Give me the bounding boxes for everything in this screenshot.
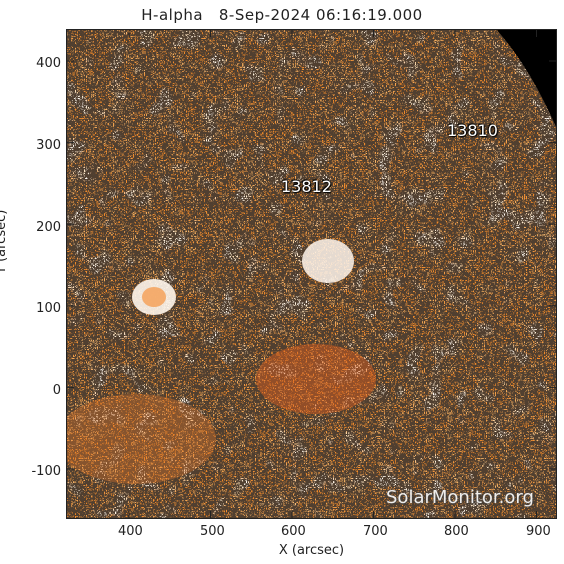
region-label-13812: 13812 [281, 177, 332, 196]
image-title: H-alpha 8-Sep-2024 06:16:19.000 [141, 6, 423, 24]
ring-center [142, 287, 166, 307]
x-tick-label: 600 [281, 524, 306, 539]
off-limb-space [496, 29, 557, 129]
x-tick-label: 800 [444, 524, 469, 539]
x-axis-label: X (arcsec) [278, 543, 345, 558]
x-tick-label: 900 [526, 524, 551, 539]
lower-left-region [66, 394, 216, 484]
active-region-core [256, 344, 376, 414]
y-tick-label: 100 [36, 301, 61, 316]
y-tick-label: -100 [31, 464, 61, 479]
bright-plage-center [302, 239, 354, 283]
halpha-image-svg [66, 29, 557, 519]
x-tick-label: 400 [118, 524, 143, 539]
y-tick-label: 400 [36, 56, 61, 71]
watermark-logo: SolarMonitor.org [386, 487, 534, 508]
y-tick-label: 200 [36, 220, 61, 235]
y-axis-label: Y (arcsec) [0, 209, 9, 274]
y-tick-label: 300 [36, 138, 61, 153]
solar-image [66, 29, 557, 519]
y-tick-label: 0 [52, 383, 61, 398]
region-label-13810: 13810 [447, 121, 498, 140]
x-tick-label: 500 [200, 524, 225, 539]
x-tick-label: 700 [363, 524, 388, 539]
